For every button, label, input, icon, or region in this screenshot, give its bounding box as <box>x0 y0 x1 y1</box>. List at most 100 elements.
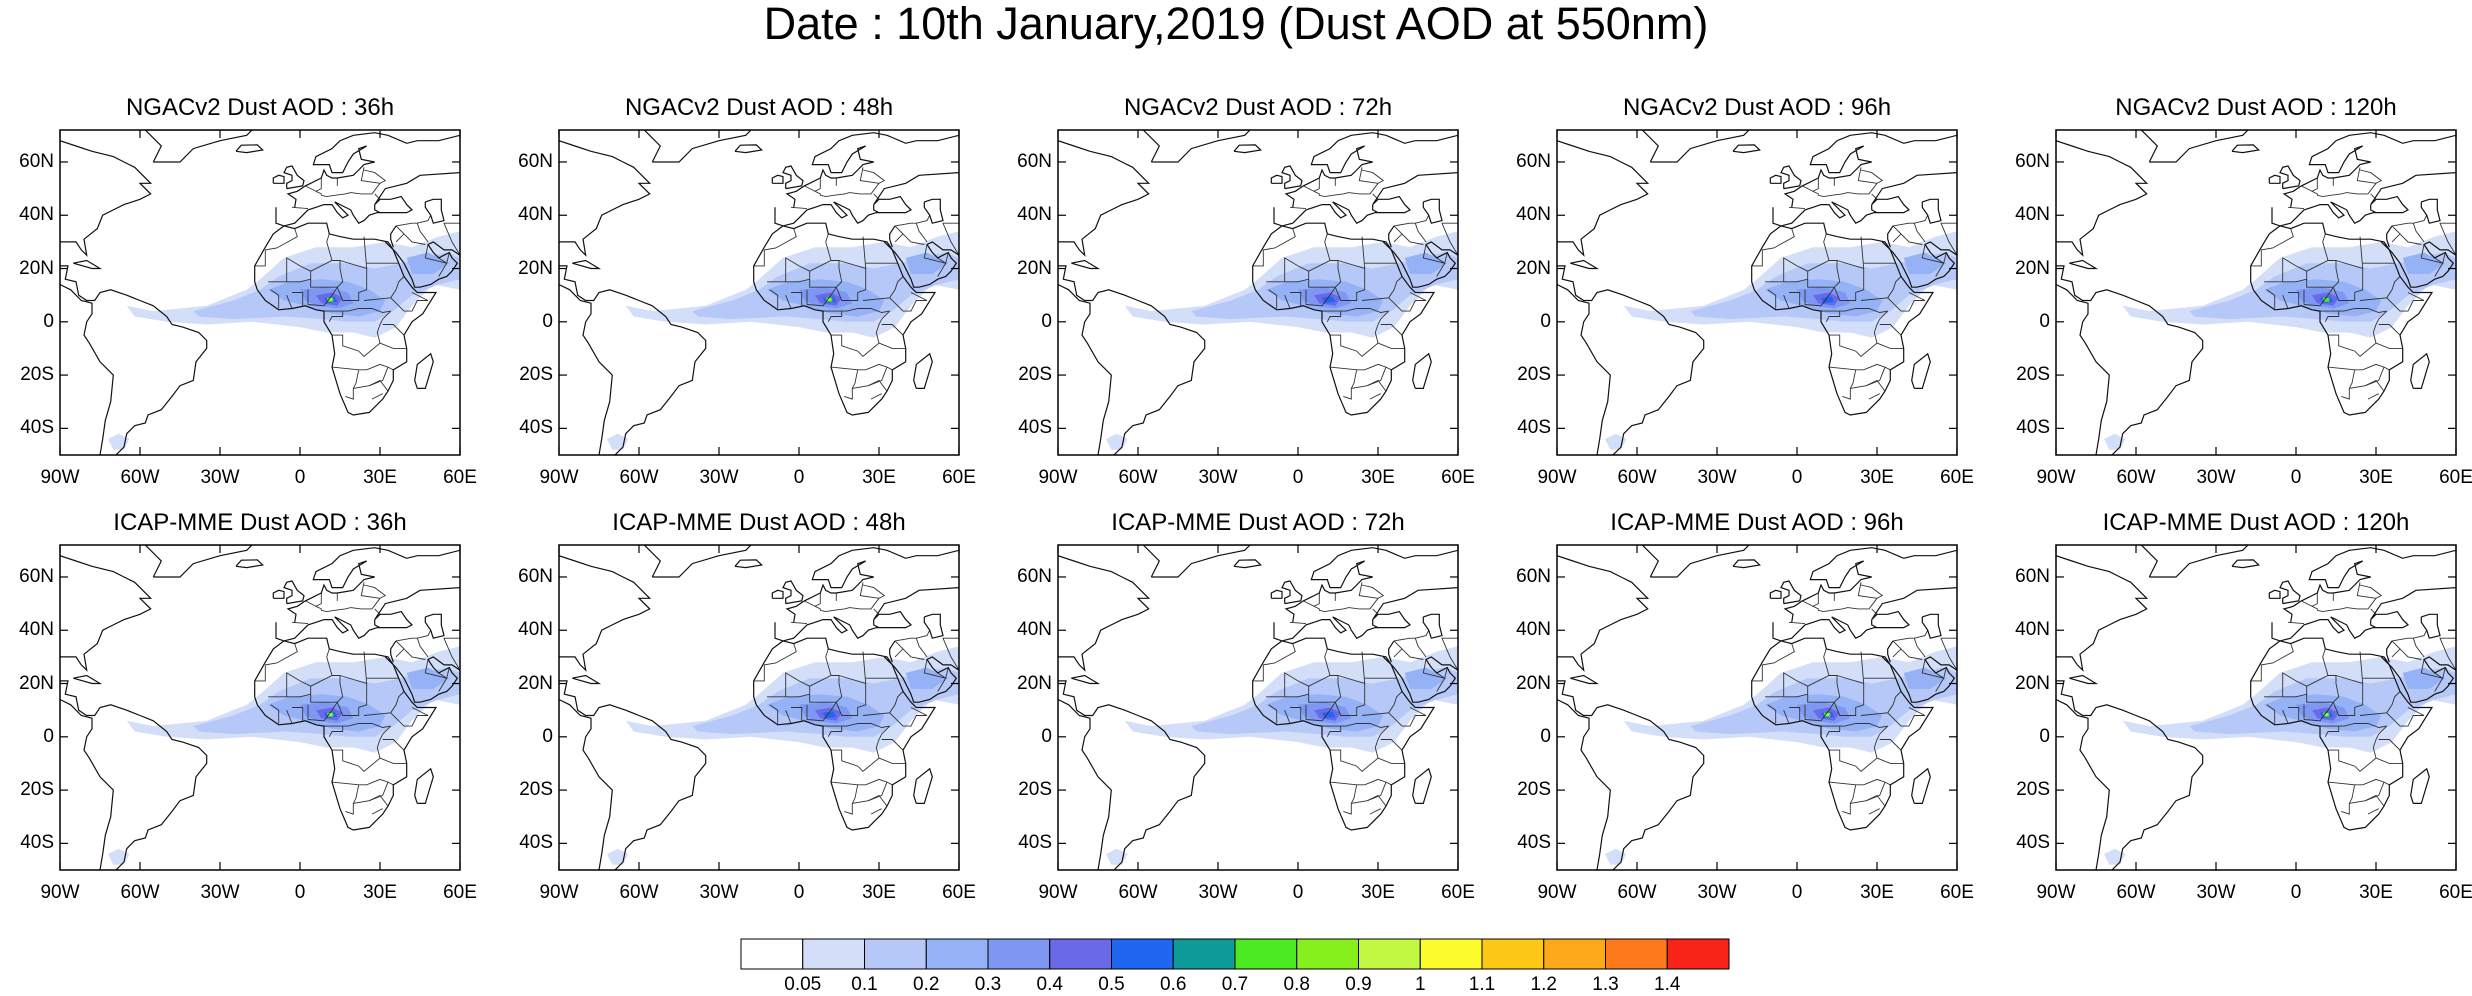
coastline <box>424 198 445 224</box>
coastline <box>2069 259 2099 270</box>
coastline <box>254 637 438 831</box>
map-panel <box>2055 544 2457 871</box>
lon-label: 90W <box>1038 882 1078 903</box>
coastline <box>559 140 652 257</box>
lat-label: 20N <box>1516 672 1551 694</box>
country-border <box>1414 638 1427 658</box>
country-border <box>878 342 906 349</box>
country-border <box>307 286 338 307</box>
colorbar-label: 0.1 <box>851 974 878 995</box>
coastline <box>272 589 285 599</box>
lon-label: 0 <box>1791 467 1803 488</box>
coastline <box>1388 225 1395 248</box>
dust-field <box>60 545 460 870</box>
lon-label: 90W <box>2036 467 2076 488</box>
coastline <box>1769 174 1782 184</box>
country-border <box>753 643 797 682</box>
country-border <box>1252 643 1296 682</box>
country-border <box>1369 808 1381 815</box>
colorbar-swatch <box>864 938 927 970</box>
country-border <box>2266 289 2276 309</box>
coastline <box>1281 580 1303 605</box>
country-border <box>1289 621 1307 625</box>
lon-label: 60W <box>1617 882 1657 903</box>
country-border <box>2391 640 2401 658</box>
country-border <box>2359 276 2401 301</box>
coastline <box>913 352 933 389</box>
coastline <box>913 767 933 805</box>
country-border <box>1839 723 1888 728</box>
map-frame <box>1556 129 1958 456</box>
coastline <box>1058 265 1206 455</box>
colorbar-label: 0.9 <box>1345 974 1372 995</box>
coastline <box>2056 680 2204 870</box>
country-border <box>889 292 928 312</box>
country-border <box>1436 672 1446 692</box>
country-border <box>2264 257 2308 283</box>
country-border <box>923 659 949 679</box>
coastline <box>1372 619 1379 629</box>
country-border <box>1361 651 1366 684</box>
colorbar-swatch <box>1358 938 1421 970</box>
dust-field <box>1058 130 1458 455</box>
country-border <box>790 206 808 210</box>
country-border <box>310 675 344 703</box>
country-border <box>1340 308 1389 313</box>
country-border <box>1330 310 1390 358</box>
country-border <box>1268 289 1278 309</box>
coastline <box>374 619 381 629</box>
coastline <box>2410 767 2430 805</box>
lon-label: 30E <box>363 882 397 903</box>
country-border <box>2365 794 2385 807</box>
country-border <box>363 276 405 301</box>
country-border <box>1290 292 1302 306</box>
coastline <box>2056 555 2149 672</box>
lat-label: 20S <box>20 364 54 386</box>
country-border <box>2311 598 2377 613</box>
dust-contour <box>1903 667 1947 689</box>
country-border <box>2328 725 2388 773</box>
lat-label: 40S <box>519 417 553 439</box>
coastline <box>883 656 959 703</box>
coastline <box>1422 613 1443 639</box>
country-border <box>1829 310 1889 358</box>
lon-label: 60W <box>1118 467 1158 488</box>
country-border <box>2264 672 2308 698</box>
country-border <box>1313 183 1379 198</box>
country-border <box>769 704 779 724</box>
country-border <box>2282 710 2289 724</box>
country-border <box>2338 308 2387 313</box>
country-border <box>286 295 293 309</box>
map-panel <box>59 544 461 871</box>
lat-label: 0 <box>43 310 54 332</box>
lon-label: 60W <box>1617 467 1657 488</box>
country-border <box>1900 233 1923 245</box>
country-border <box>1361 691 1403 716</box>
country-border <box>1860 691 1902 716</box>
lat-label: 40S <box>1018 832 1052 854</box>
lon-label: 60W <box>2116 467 2156 488</box>
coastline <box>643 545 752 578</box>
dust-field <box>559 130 959 455</box>
coastline <box>1382 656 1458 703</box>
coastline <box>1911 767 1931 805</box>
country-border <box>1358 167 1385 184</box>
country-border <box>2306 675 2340 703</box>
country-border <box>382 324 405 336</box>
coastline <box>1911 352 1931 389</box>
coastline <box>2231 144 2260 154</box>
coastline <box>2386 640 2393 663</box>
lon-label: 0 <box>793 882 805 903</box>
country-border <box>2386 707 2425 727</box>
country-border <box>1369 393 1381 400</box>
coastline <box>1270 589 1283 599</box>
coastline <box>2268 589 2281 599</box>
country-border <box>270 704 280 724</box>
lon-label: 90W <box>539 467 579 488</box>
country-border <box>416 638 429 658</box>
colorbar-label: 1.4 <box>1654 974 1681 995</box>
lon-label: 30W <box>1697 882 1737 903</box>
coastline <box>286 547 460 623</box>
coastline <box>1921 198 1942 224</box>
map-panel <box>558 129 960 456</box>
